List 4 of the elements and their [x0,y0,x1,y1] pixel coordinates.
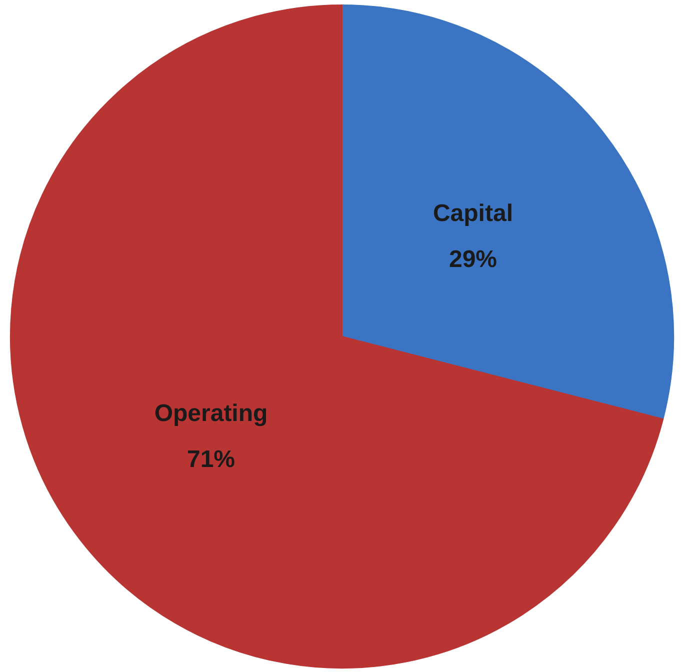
slice-label: Operating [154,400,268,428]
slice-label: Capital [432,200,513,228]
data-label: 71% [186,446,236,473]
data-label: 29% [448,246,498,273]
